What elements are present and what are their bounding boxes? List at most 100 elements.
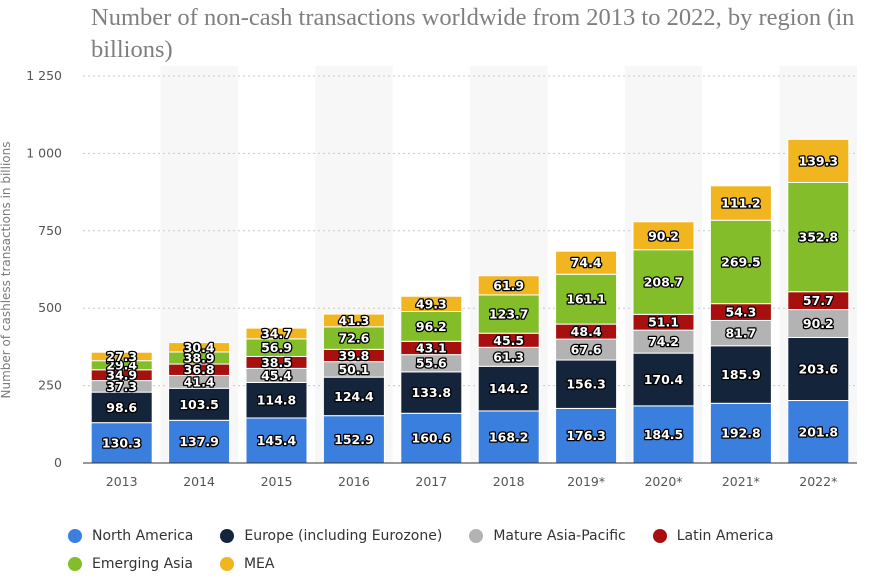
bar-segment xyxy=(168,419,231,464)
data-label: 50.1 xyxy=(338,362,369,377)
data-label: 156.3 xyxy=(566,377,606,392)
data-label: 168.2 xyxy=(489,429,529,444)
x-tick-label: 2013 xyxy=(106,474,138,489)
legend-marker xyxy=(68,557,82,571)
bar-segment xyxy=(555,407,618,464)
data-label: 38.9 xyxy=(184,351,215,366)
data-label: 49.3 xyxy=(416,296,447,311)
y-tick-label: 750 xyxy=(38,223,62,238)
bar-segment xyxy=(787,181,850,293)
bar-segment xyxy=(322,313,385,328)
data-label: 29.4 xyxy=(106,358,137,373)
chart-title: Number of non-cash transactions worldwid… xyxy=(91,4,855,63)
x-tick-label: 2016 xyxy=(338,474,370,489)
data-label: 352.8 xyxy=(799,230,839,245)
y-tick-label: 500 xyxy=(38,300,62,315)
x-axis-ticks: 2013 2014 2015 2016 2017 2018 2019* 2020* 2021* 2… xyxy=(106,474,838,489)
y-tick-label: 250 xyxy=(38,378,62,393)
bars xyxy=(90,138,850,464)
bar-segment xyxy=(245,417,308,464)
legend-label: Latin America xyxy=(676,528,774,544)
legend-label: Mature Asia-Pacific xyxy=(493,528,626,544)
data-labels: 130.398.637.334.929.427.3137.9103.541.43… xyxy=(101,152,840,452)
bar-segment xyxy=(400,311,463,342)
data-label: 38.5 xyxy=(261,355,292,370)
data-label: 48.4 xyxy=(571,324,602,339)
data-label: 201.8 xyxy=(799,424,839,439)
bar-segment xyxy=(477,294,540,334)
data-label: 161.1 xyxy=(566,292,606,307)
x-tick-label: 2014 xyxy=(183,474,215,489)
bar-segment xyxy=(245,381,308,419)
data-label: 39.8 xyxy=(338,348,369,363)
legend-marker xyxy=(68,529,82,543)
legend: North America Europe (including Eurozone)… xyxy=(68,522,868,578)
bar-segment xyxy=(709,319,772,347)
legend-marker xyxy=(219,557,234,571)
legend-label: MEA xyxy=(243,556,275,572)
bar-segment xyxy=(245,327,308,340)
legend-item[interactable]: Emerging Asia xyxy=(68,556,193,572)
data-label: 208.7 xyxy=(644,275,684,290)
data-label: 74.2 xyxy=(648,334,679,349)
legend-row: North America Europe (including Eurozone)… xyxy=(68,522,868,550)
data-label: 133.8 xyxy=(412,385,452,400)
data-label: 160.6 xyxy=(412,431,452,446)
data-label: 144.2 xyxy=(489,381,529,396)
bar-segment xyxy=(555,273,618,325)
bar-segment xyxy=(90,422,153,464)
data-label: 41.4 xyxy=(184,374,215,389)
x-tick-label: 2017 xyxy=(415,474,447,489)
data-label: 185.9 xyxy=(721,367,761,382)
data-label: 61.9 xyxy=(493,278,524,293)
bar-segment xyxy=(787,336,850,402)
data-label: 81.7 xyxy=(725,326,756,341)
legend-item[interactable]: Europe (including Eurozone) xyxy=(220,528,442,544)
data-label: 114.8 xyxy=(257,393,297,408)
data-label: 184.5 xyxy=(644,427,684,442)
data-label: 61.3 xyxy=(493,349,524,364)
x-tick-label: 2020* xyxy=(644,474,682,489)
bar-segment xyxy=(90,351,153,362)
data-label: 67.6 xyxy=(571,342,602,357)
bar-segment xyxy=(787,309,850,338)
bar-segment xyxy=(709,185,772,221)
y-tick-label: 0 xyxy=(54,455,62,470)
y-axis-ticks: 0 250 500 750 1 000 1 250 xyxy=(26,68,62,470)
x-tick-label: 2019* xyxy=(567,474,605,489)
data-label: 55.6 xyxy=(416,356,447,371)
bar-segment xyxy=(322,415,385,464)
legend-item[interactable]: North America xyxy=(68,528,193,544)
data-label: 72.6 xyxy=(338,331,369,346)
data-label: 170.4 xyxy=(644,372,684,387)
bar-segment xyxy=(90,391,153,424)
data-label: 41.3 xyxy=(338,313,369,328)
data-label: 269.5 xyxy=(721,254,761,269)
data-label: 192.8 xyxy=(721,426,761,441)
x-tick-label: 2018 xyxy=(493,474,525,489)
bar-segment xyxy=(787,138,850,183)
y-axis-label: Number of cashless transactions in billi… xyxy=(0,141,13,398)
legend-item[interactable]: MEA xyxy=(219,556,275,572)
data-label: 57.7 xyxy=(803,293,834,308)
bar-segment xyxy=(477,275,540,296)
data-label: 137.9 xyxy=(179,434,219,449)
bar-segment xyxy=(709,345,772,404)
bar-segment xyxy=(632,249,695,315)
data-label: 37.3 xyxy=(106,379,137,394)
y-tick-label: 1 250 xyxy=(26,68,62,83)
stacked-bar-chart: 0 250 500 750 1 000 1 250 Number of cashless … xyxy=(0,66,857,489)
data-label: 54.3 xyxy=(725,305,756,320)
data-label: 123.7 xyxy=(489,307,529,322)
data-label: 98.6 xyxy=(106,400,137,415)
legend-marker xyxy=(652,529,667,543)
legend-item[interactable]: Latin America xyxy=(652,528,774,544)
y-tick-label: 1 000 xyxy=(26,145,62,160)
legend-item[interactable]: Mature Asia-Pacific xyxy=(469,528,626,544)
bar-segment xyxy=(709,219,772,305)
data-label: 90.2 xyxy=(648,228,679,243)
bar-segment xyxy=(632,405,695,464)
data-label: 45.5 xyxy=(493,333,524,348)
bar-segment xyxy=(555,250,618,275)
data-label: 145.4 xyxy=(257,433,297,448)
